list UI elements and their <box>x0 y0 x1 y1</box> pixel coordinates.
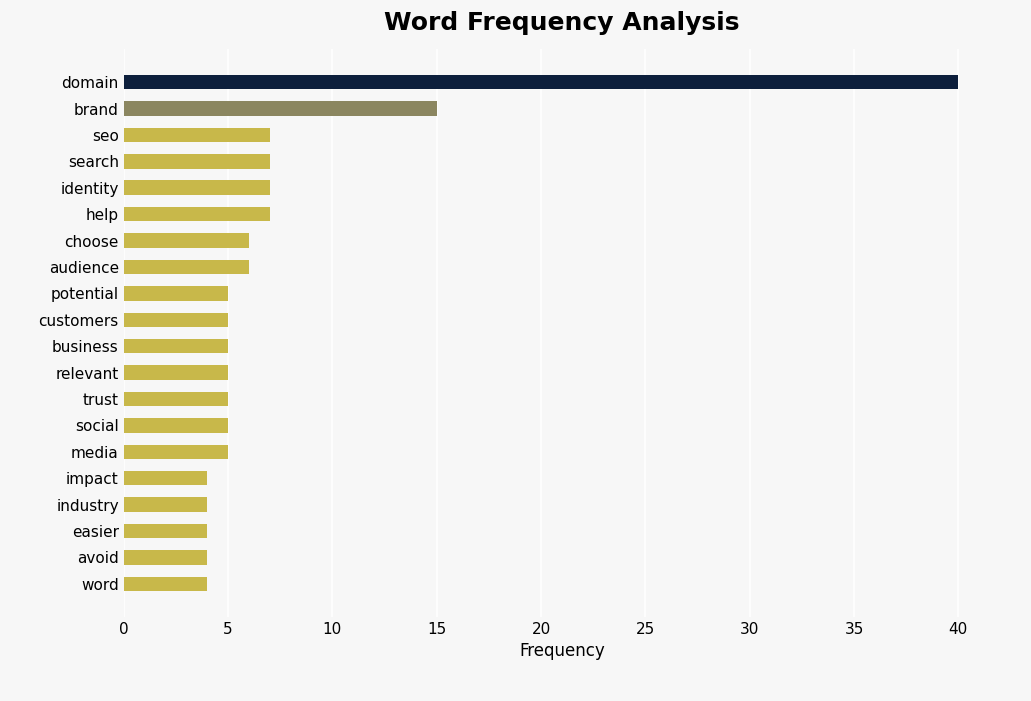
Bar <box>124 550 207 565</box>
Bar <box>124 75 959 90</box>
Bar <box>124 128 270 142</box>
Bar <box>124 471 207 486</box>
Bar <box>124 444 228 459</box>
Bar <box>124 207 270 222</box>
Bar <box>124 101 437 116</box>
Bar <box>124 154 270 169</box>
Bar <box>124 180 270 195</box>
Bar <box>124 418 228 433</box>
Bar <box>124 524 207 538</box>
X-axis label: Frequency: Frequency <box>519 642 605 660</box>
Title: Word Frequency Analysis: Word Frequency Analysis <box>385 11 739 34</box>
Bar <box>124 392 228 407</box>
Bar <box>124 576 207 591</box>
Bar <box>124 365 228 380</box>
Bar <box>124 339 228 353</box>
Bar <box>124 233 248 248</box>
Bar <box>124 259 248 274</box>
Bar <box>124 497 207 512</box>
Bar <box>124 313 228 327</box>
Bar <box>124 286 228 301</box>
